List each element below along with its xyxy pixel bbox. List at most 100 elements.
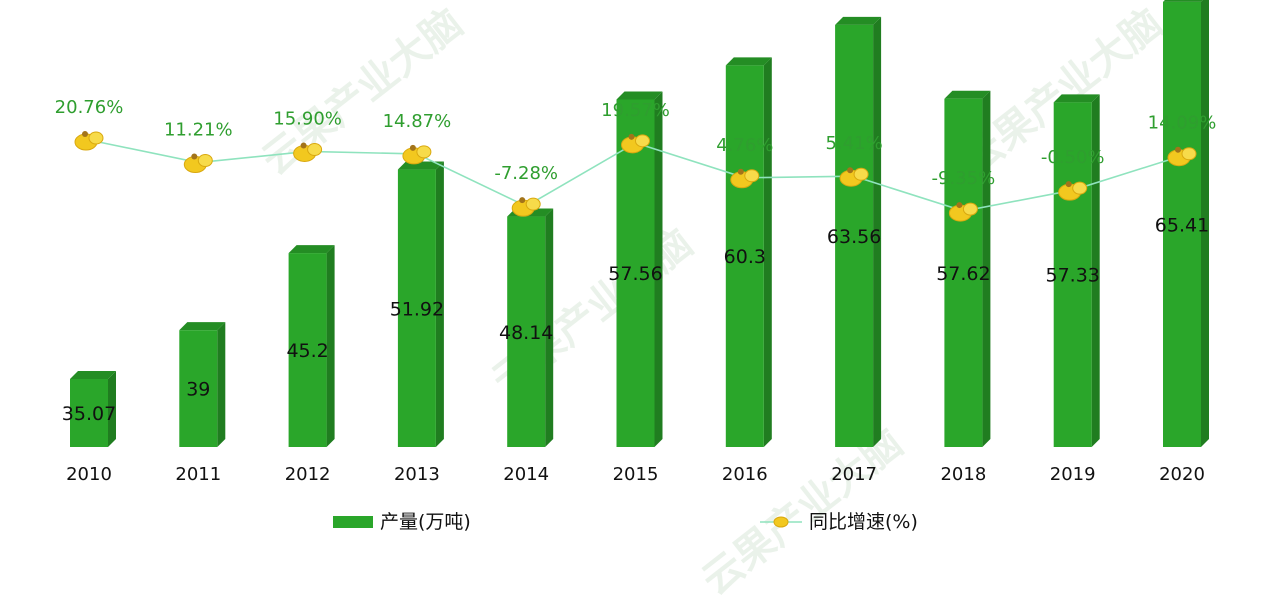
- bar-side: [873, 16, 882, 448]
- bar-value-label: 57.33: [1045, 265, 1099, 287]
- x-tick-label: 2014: [503, 464, 549, 485]
- marker-stem: [191, 153, 198, 160]
- bar: [725, 65, 764, 448]
- growth-point: [1167, 146, 1197, 167]
- bar-top: [616, 91, 663, 100]
- bar-side: [545, 208, 554, 447]
- bar-value-label: 57.56: [608, 263, 662, 285]
- bar: [944, 98, 983, 448]
- bar-value-label: 63.56: [827, 226, 881, 248]
- marker-head: [1181, 147, 1197, 161]
- growth-value-label: 4.76%: [716, 135, 773, 156]
- marker-stem: [737, 168, 744, 175]
- bar-value-label: 65.41: [1155, 214, 1209, 236]
- marker-stem: [628, 133, 635, 140]
- x-tick-label: 2010: [66, 464, 112, 485]
- growth-value-label: 20.76%: [55, 97, 124, 118]
- growth-point: [74, 131, 104, 151]
- marker-head: [525, 197, 541, 211]
- legend-label-growth: 同比增速(%): [809, 511, 918, 533]
- x-tick-label: 2013: [394, 464, 440, 485]
- marker-head: [88, 131, 104, 145]
- x-tick-label: 2018: [940, 464, 986, 485]
- marker-stem: [300, 142, 307, 149]
- bar-top: [1163, 0, 1203, 2]
- legend-item-growth: 同比增速(%): [760, 511, 918, 533]
- bar-value-label: 35.07: [62, 403, 116, 425]
- marker-head: [853, 167, 869, 181]
- bar: [397, 169, 436, 448]
- marker-head: [416, 145, 432, 159]
- x-tick-label: 2011: [175, 464, 221, 485]
- bar: [616, 99, 655, 447]
- bar-side: [763, 57, 772, 448]
- bar-top: [179, 322, 226, 331]
- bar-side: [654, 91, 663, 447]
- x-tick-label: 2020: [1159, 464, 1205, 485]
- growth-value-label: 5.41%: [826, 133, 883, 154]
- marker-head: [197, 154, 213, 168]
- bar-top: [944, 90, 991, 99]
- marker-stem: [1065, 181, 1072, 188]
- x-tick-label: 2012: [285, 464, 331, 485]
- growth-point: [621, 133, 650, 154]
- bar-value-label: 57.62: [936, 263, 990, 285]
- bar-value-label: 51.92: [390, 298, 444, 320]
- x-tick-label: 2015: [613, 464, 659, 485]
- bar: [288, 253, 327, 447]
- x-tick-label: 2016: [722, 464, 768, 485]
- marker-stem: [82, 131, 88, 138]
- growth-point: [839, 167, 869, 187]
- growth-value-label: 15.90%: [273, 108, 342, 129]
- legend-swatch-marker: [773, 516, 789, 528]
- growth-point: [511, 197, 541, 217]
- bar-value-label: 48.14: [499, 322, 553, 344]
- marker-head: [1072, 181, 1088, 195]
- bar-value-label: 60.3: [724, 246, 766, 268]
- legend-label-production: 产量(万吨): [380, 511, 471, 533]
- legend-swatch-bar: [333, 516, 373, 528]
- growth-value-label: -0.50%: [1041, 147, 1105, 168]
- growth-value-label: 14.09%: [1148, 113, 1217, 134]
- marker-head: [962, 202, 978, 216]
- x-tick-label: 2019: [1050, 464, 1096, 485]
- bar: [1053, 102, 1092, 447]
- bar-value-label: 39: [186, 379, 210, 401]
- bar-side: [435, 161, 444, 448]
- growth-point: [1058, 181, 1088, 201]
- marker-head: [635, 134, 650, 148]
- bar-top: [835, 16, 882, 25]
- growth-point: [183, 153, 213, 174]
- bar-side: [108, 371, 116, 447]
- bar: [835, 24, 874, 448]
- marker-head: [744, 169, 760, 183]
- growth-point: [293, 142, 323, 162]
- marker-stem: [409, 144, 416, 151]
- growth-point: [730, 168, 760, 189]
- marker-stem: [956, 202, 963, 209]
- bar: [1163, 1, 1201, 447]
- growth-value-label: -9.35%: [932, 168, 996, 189]
- growth-value-label: -7.28%: [494, 163, 558, 184]
- growth-value-label: 19.57%: [601, 100, 670, 121]
- bar-side: [1201, 0, 1209, 447]
- bar-value-label: 45.2: [286, 340, 328, 362]
- bar-side: [326, 245, 335, 447]
- bar: [507, 216, 546, 447]
- bar: [179, 330, 218, 447]
- x-tick-label: 2017: [831, 464, 877, 485]
- growth-value-label: 14.87%: [383, 111, 452, 132]
- growth-point: [948, 202, 978, 222]
- marker-stem: [519, 197, 526, 204]
- legend-item-production: 产量(万吨): [333, 511, 471, 533]
- bar-top: [70, 371, 116, 380]
- marker-stem: [847, 167, 854, 174]
- bar-top: [725, 57, 772, 66]
- marker-head: [307, 142, 323, 156]
- bar-side: [982, 90, 991, 448]
- growth-value-label: 11.21%: [164, 120, 233, 141]
- growth-point: [402, 144, 432, 165]
- bar-top: [1053, 94, 1100, 103]
- bar-top: [288, 245, 335, 254]
